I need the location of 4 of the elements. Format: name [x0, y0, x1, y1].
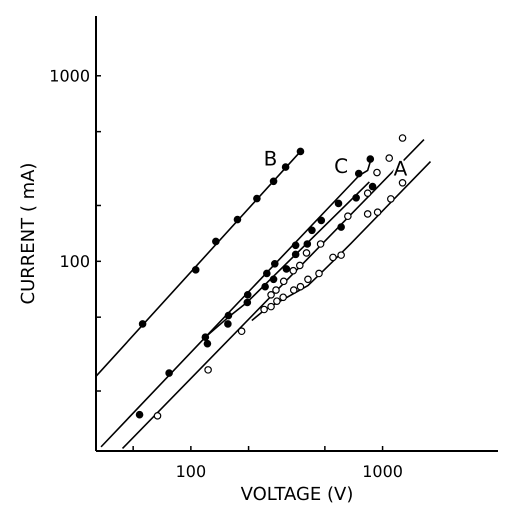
- x-axis-title: VOLTAGE (V): [240, 484, 354, 505]
- series-label: B: [264, 146, 278, 170]
- y-axis-title: CURRENT ( mA): [18, 162, 39, 304]
- series-label: C: [334, 154, 348, 178]
